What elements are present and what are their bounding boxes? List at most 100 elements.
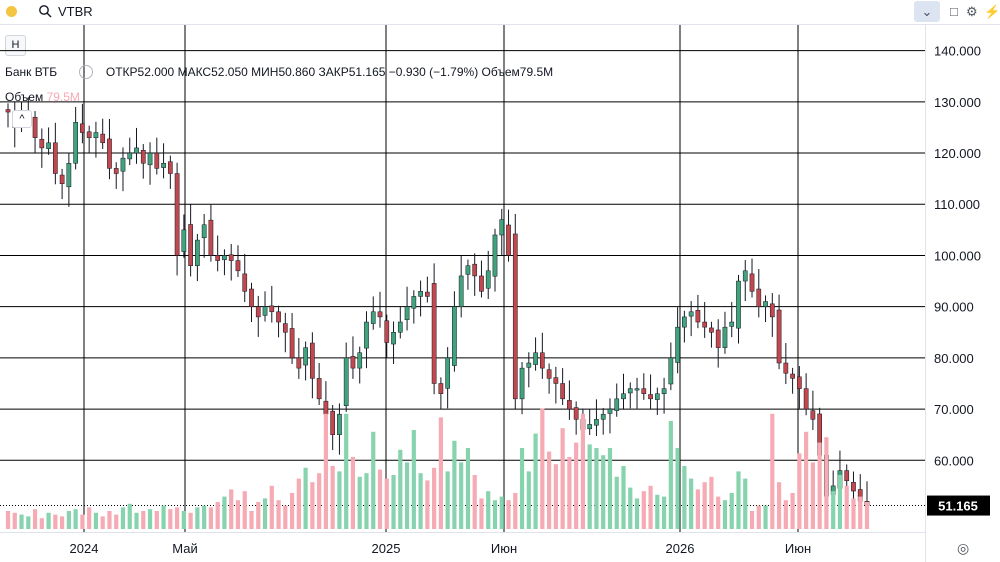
chevron-down-icon[interactable]: ⌄ [914,1,940,22]
candle-body [425,291,430,297]
volume-bar [432,467,437,529]
volume-bar [161,505,166,529]
lightning-icon[interactable]: ⚡ [984,4,1000,19]
volume-bar [675,448,680,529]
price-tick-label: 110.000 [934,197,980,212]
volume-bar [303,467,308,529]
candle-body [654,393,660,400]
candle-body [783,362,789,374]
candle-body [560,383,565,400]
symbol-search-input[interactable]: VTBR [58,4,93,19]
volume-bar [831,491,836,529]
volume-bar [73,509,78,529]
candle-body [864,501,870,506]
volume-bar [722,500,728,529]
square-icon[interactable]: □ [950,4,958,19]
volume-bar [222,496,227,529]
candle-body [391,332,396,345]
candle-body [817,413,823,456]
h-button[interactable]: H [5,35,26,56]
chevron-up-icon[interactable]: ^ [12,110,32,128]
volume-bar [114,514,119,529]
volume-bar [459,462,464,529]
minus-icon[interactable] [78,64,93,79]
volume-bar [513,493,518,529]
candle-body [797,376,802,389]
volume-bar [208,507,214,529]
volume-bar [32,509,38,529]
candle-body [539,352,545,369]
volume-bar [655,494,660,529]
volume-bar [215,502,220,529]
volume-bar [39,518,44,529]
volume-bar [574,442,579,529]
candle-body [208,219,214,256]
volume-bar [844,485,849,529]
candle-body [587,424,593,430]
candle-body [181,229,187,252]
candle-body [533,352,538,365]
last-price-label: 51.165 [938,499,978,514]
candle-body [756,288,762,307]
symbol-status-dot [6,6,17,17]
volume-bar [46,512,51,529]
candle-body [404,306,410,320]
volume-bar [26,516,31,529]
volume-bar [411,430,416,529]
candle-body [776,309,782,364]
candle-body [73,122,78,164]
chart-settings-icon[interactable]: ◎ [957,540,970,556]
candle-body [553,377,559,384]
candle-body [458,275,464,307]
volume-bar [141,511,146,529]
candle-body [790,373,795,379]
legend-high: МАКС52.050 [177,65,248,79]
candle-body [262,306,268,316]
volume-bar [743,478,748,529]
volume-bar [19,514,24,529]
volume-bar [357,476,362,529]
time-tick-label: Июн [491,541,517,556]
candle-body [195,239,200,266]
volume-bar [648,485,653,529]
ohlc-legend: Банк ВТБ ОТКР52.000 МАКС52.050 МИН50.860… [5,64,553,80]
candle-body [52,142,58,174]
candle-body [452,306,457,366]
volume-legend: Объем 79.5M [5,90,80,104]
candle-body [729,321,735,327]
search-icon[interactable] [38,4,52,18]
volume-bar [628,487,633,529]
volume-bar [283,505,288,529]
volume-bar [195,507,200,529]
candle-body [269,305,275,313]
candle-body [5,109,11,113]
volume-bar [12,512,17,529]
volume-bar [824,437,829,529]
volume-bar [858,496,863,529]
volume-bar [391,475,396,529]
candle-body [688,311,694,317]
candle-body [499,219,505,236]
price-tick-label: 140.000 [934,44,981,59]
volume-bar [276,500,281,529]
candle-body [316,378,322,400]
volume-bar [587,444,592,529]
candle-body [296,357,302,369]
volume-bar [804,431,809,529]
candle-body [343,357,349,407]
volume-bar [87,507,92,529]
time-tick-label: 2025 [372,541,401,556]
candle-body [668,357,674,385]
volume-bar [181,511,186,529]
volume-bar [229,489,234,529]
candle-body [567,400,572,410]
volume-bar [519,448,525,529]
volume-bar [53,514,58,529]
gear-icon[interactable]: ⚙ [966,4,978,19]
candle-body [857,489,863,502]
candle-body [86,131,92,138]
candle-body [614,398,620,411]
price-scale-border [925,25,926,562]
price-tick-label: 90.000 [934,300,974,315]
